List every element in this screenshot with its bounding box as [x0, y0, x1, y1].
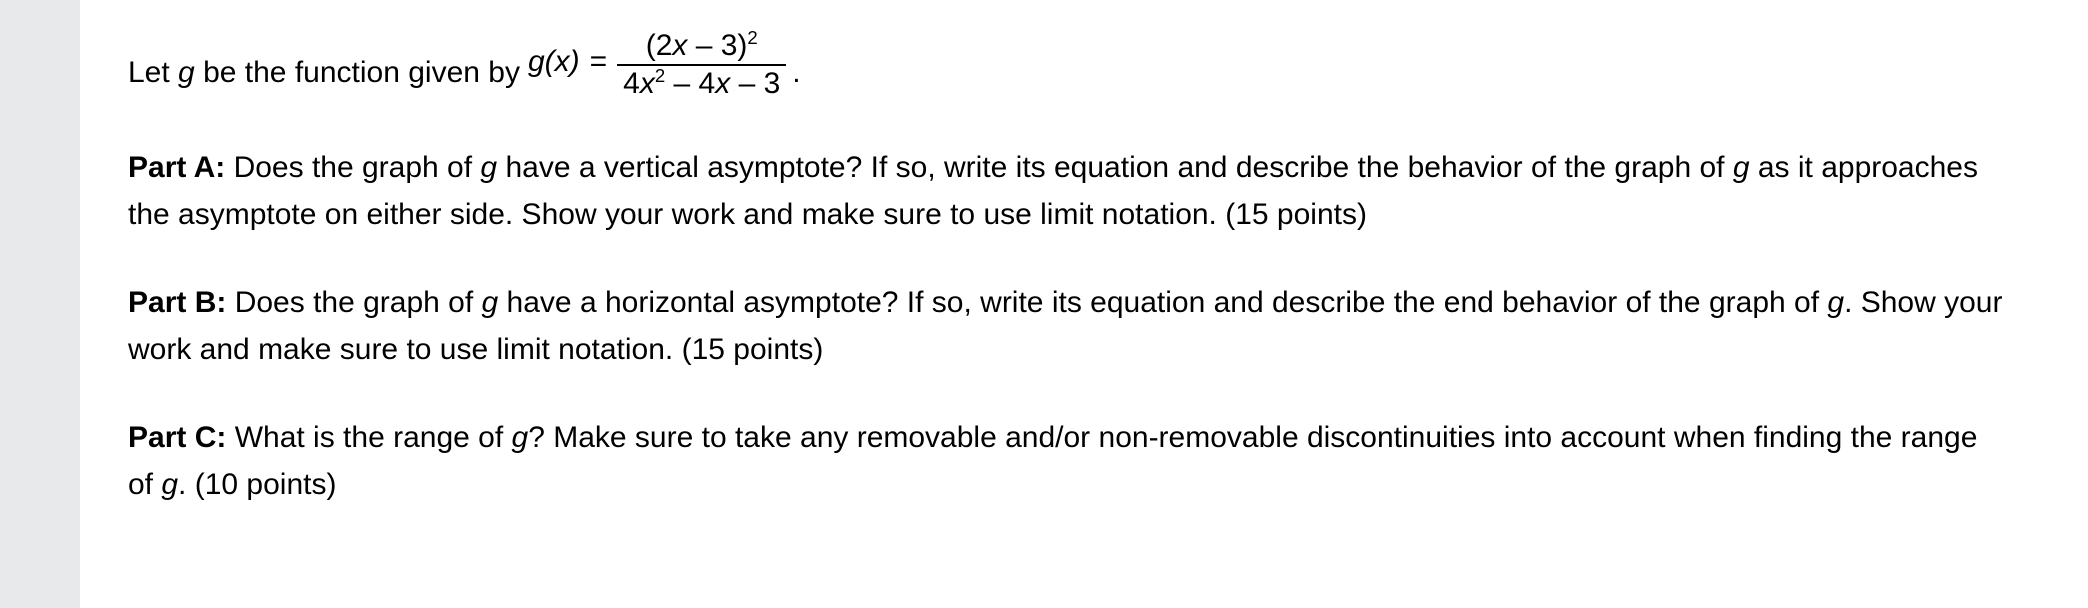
- intro-g: g: [178, 56, 195, 89]
- formula-denominator: 4x2 – 4x – 3: [617, 68, 786, 100]
- part-c-label: Part C:: [128, 421, 226, 454]
- num-open: (2: [646, 29, 673, 62]
- num-x: x: [672, 29, 687, 62]
- part-c-g1: g: [512, 421, 529, 454]
- document-page: Let g be the function given by g(x) = (2…: [80, 0, 2088, 608]
- part-c: Part C: What is the range of g? Make sur…: [128, 415, 2008, 508]
- part-b-mid1: have a horizontal asymptote? If so, writ…: [498, 286, 1827, 319]
- part-c-pre: What is the range of: [226, 421, 511, 454]
- formula: g(x) = (2x – 3)2 4x2 – 4x – 3: [528, 28, 786, 97]
- formula-lhs: g(x): [528, 42, 580, 83]
- den-sup: 2: [655, 65, 665, 86]
- part-b-pre: Does the graph of: [226, 286, 481, 319]
- part-a-g2: g: [1733, 151, 1750, 184]
- intro-line: Let g be the function given by g(x) = (2…: [128, 28, 2040, 97]
- part-a-g1: g: [480, 151, 497, 184]
- part-a: Part A: Does the graph of g have a verti…: [128, 145, 2008, 238]
- formula-fraction: (2x – 3)2 4x2 – 4x – 3: [617, 30, 786, 99]
- fraction-bar: [617, 64, 786, 66]
- part-b: Part B: Does the graph of g have a horiz…: [128, 280, 2008, 373]
- den-a: 4: [623, 67, 640, 100]
- den-x1: x: [640, 67, 655, 100]
- part-a-mid1: have a vertical asymptote? If so, write …: [497, 151, 1733, 184]
- num-sup: 2: [747, 27, 757, 48]
- part-a-pre: Does the graph of: [225, 151, 480, 184]
- part-b-g1: g: [482, 286, 499, 319]
- intro-period: .: [792, 53, 800, 98]
- den-b: – 4: [665, 67, 715, 100]
- formula-numerator: (2x – 3)2: [640, 30, 764, 62]
- den-x2: x: [715, 67, 730, 100]
- intro-prefix: Let: [128, 56, 178, 89]
- part-c-g2: g: [161, 468, 178, 501]
- formula-eq: =: [590, 42, 608, 83]
- part-b-label: Part B:: [128, 286, 226, 319]
- den-c: – 3: [730, 67, 780, 100]
- intro-lead: Let g be the function given by: [128, 53, 520, 98]
- part-a-label: Part A:: [128, 151, 225, 184]
- num-mid: – 3): [687, 29, 747, 62]
- part-c-mid2: . (10 points): [178, 468, 336, 501]
- intro-suffix: be the function given by: [195, 56, 520, 89]
- part-b-g2: g: [1827, 286, 1844, 319]
